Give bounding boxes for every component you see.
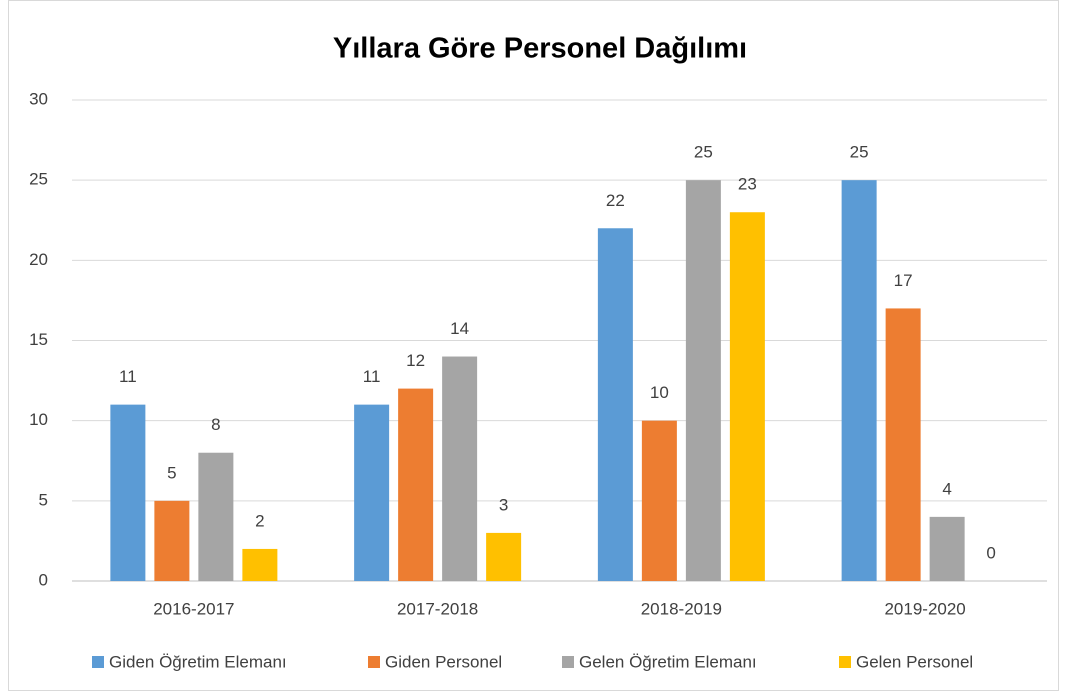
data-label: 25 [850, 143, 869, 162]
y-tick-label: 5 [39, 490, 48, 509]
bar [929, 516, 965, 581]
x-tick-label: 2018-2019 [641, 599, 722, 618]
data-label: 10 [650, 383, 669, 402]
data-label: 11 [119, 367, 137, 386]
data-label: 8 [211, 415, 220, 434]
bar [841, 180, 877, 581]
y-tick-label: 0 [39, 570, 48, 589]
data-label: 23 [738, 175, 757, 194]
bar [354, 404, 390, 581]
bar [729, 212, 765, 581]
data-label: 22 [606, 191, 625, 210]
y-tick-label: 30 [29, 89, 48, 108]
bar [685, 180, 721, 581]
data-label: 2 [255, 511, 264, 530]
legend-swatch [92, 656, 104, 668]
data-label: 3 [499, 495, 508, 514]
data-label: 11 [363, 367, 381, 386]
x-tick-label: 2016-2017 [153, 599, 234, 618]
y-tick-label: 10 [29, 410, 48, 429]
bar [486, 532, 522, 581]
data-label: 4 [942, 479, 951, 498]
bar [198, 452, 234, 581]
bar [641, 420, 677, 581]
legend-swatch [368, 656, 380, 668]
bar [242, 548, 278, 581]
legend-swatch [562, 656, 574, 668]
data-label: 17 [894, 271, 913, 290]
legend-swatch [839, 656, 851, 668]
x-tick-label: 2017-2018 [397, 599, 478, 618]
data-label: 14 [450, 319, 469, 338]
chart-title: Yıllara Göre Personel Dağılımı [333, 33, 747, 65]
legend-label: Giden Personel [385, 652, 502, 671]
data-label: 0 [986, 543, 995, 562]
y-tick-label: 15 [29, 330, 48, 349]
legend-label: Gelen Öğretim Elemanı [579, 652, 757, 671]
y-tick-label: 25 [29, 170, 48, 189]
bar [154, 500, 190, 581]
y-tick-label: 20 [29, 250, 48, 269]
data-label: 25 [694, 143, 713, 162]
bar [885, 308, 921, 581]
bar [442, 356, 478, 581]
data-label: 5 [167, 463, 176, 482]
bar [597, 228, 633, 581]
data-label: 12 [406, 351, 425, 370]
legend-label: Gelen Personel [856, 652, 973, 671]
bar [398, 388, 434, 581]
legend-label: Giden Öğretim Elemanı [109, 652, 287, 671]
x-tick-label: 2019-2020 [884, 599, 965, 618]
bar [110, 404, 146, 581]
